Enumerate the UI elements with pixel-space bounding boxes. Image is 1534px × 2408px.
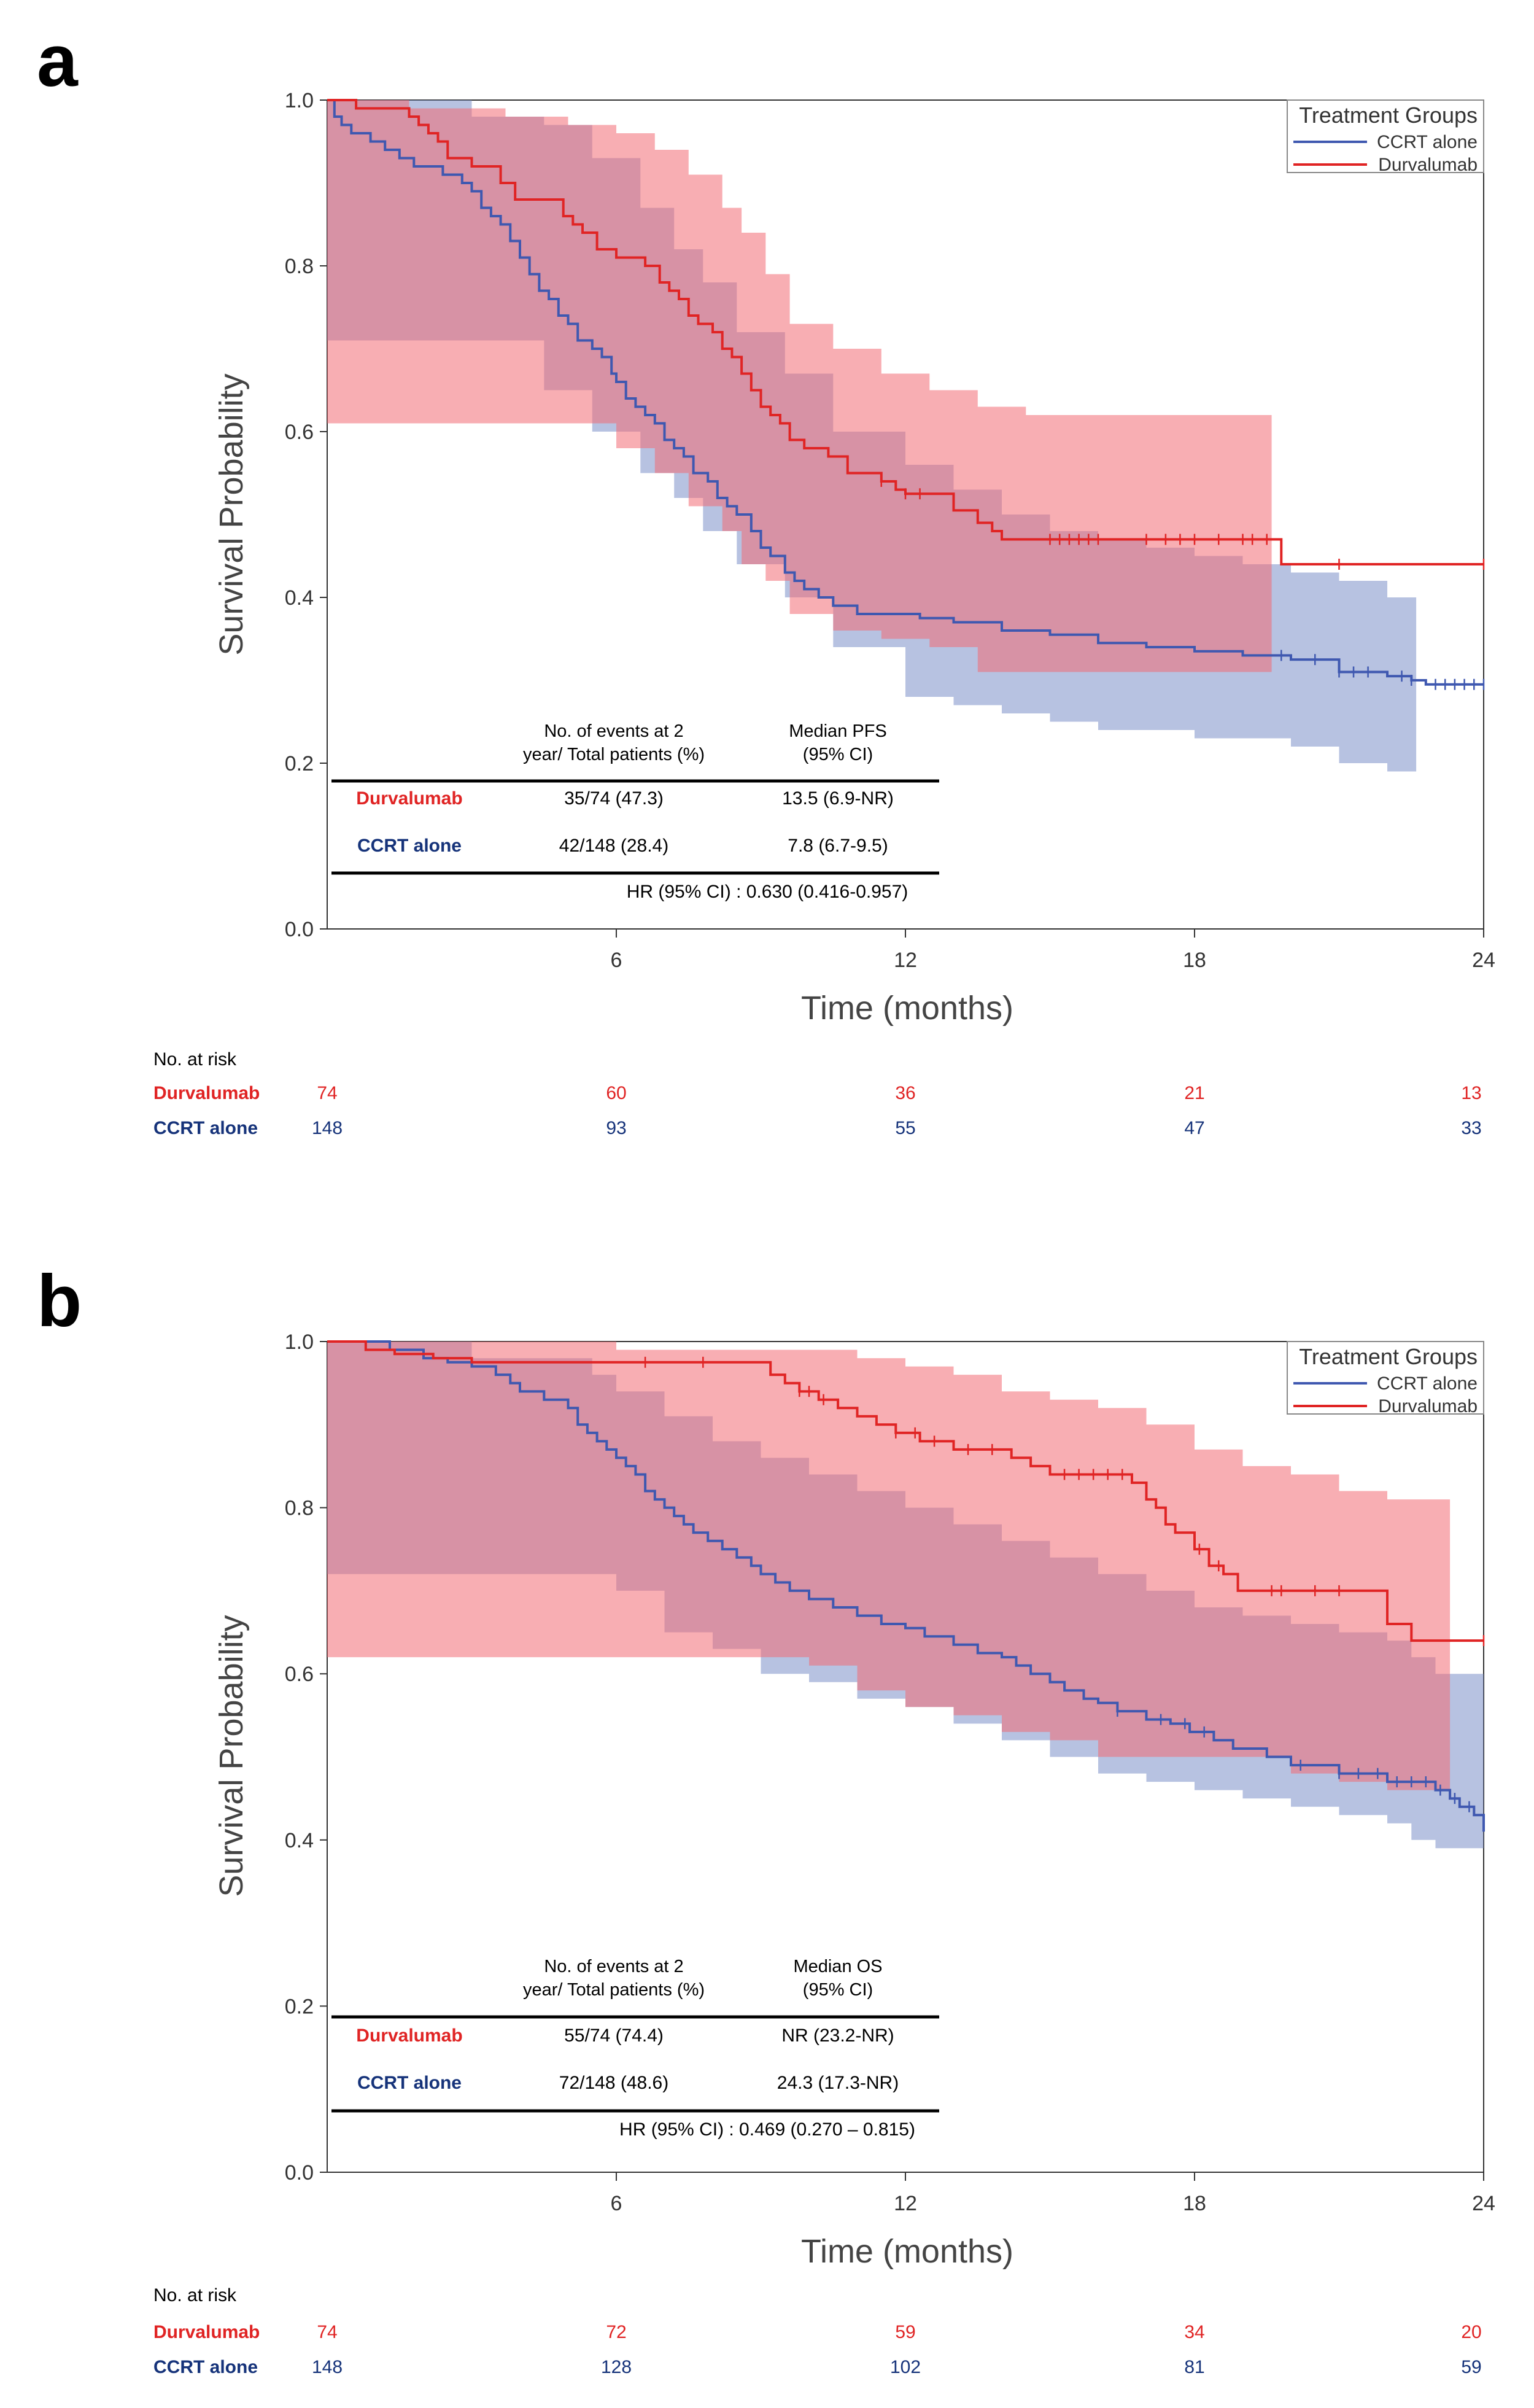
panel-b: b 0.0 0.2 0.4 0.6 0.8 1.0 6 12 18 24 Time (months) S… bbox=[37, 1260, 1495, 2377]
x-tick-label: 18 bbox=[1183, 2192, 1206, 2215]
y-tick-label: 1.0 bbox=[285, 89, 314, 112]
panel-label: b bbox=[37, 1260, 82, 1342]
legend-box bbox=[1287, 1341, 1484, 1415]
survival-curve-ccrt bbox=[327, 99, 1484, 686]
risk-count: 59 bbox=[895, 2322, 915, 2342]
table-row-group: CCRT alone bbox=[357, 836, 462, 856]
y-tick-label: 0.4 bbox=[285, 586, 314, 610]
y-tick-label: 0.0 bbox=[285, 918, 314, 941]
table-header-median: (95% CI) bbox=[803, 745, 873, 764]
risk-table: No. at risk Durvalumab 74 60 36 21 13 CCRT alon… bbox=[153, 1049, 1482, 1138]
legend-box bbox=[1287, 99, 1484, 173]
x-tick-label: 18 bbox=[1183, 949, 1206, 972]
risk-count: 55 bbox=[895, 1118, 915, 1138]
hazard-ratio: HR (95% CI) : 0.469 (0.270 – 0.815) bbox=[619, 2119, 915, 2140]
legend-entry-durvalumab: Durvalumab bbox=[1378, 1396, 1478, 1416]
table-row-median: 24.3 (17.3-NR) bbox=[777, 2073, 899, 2093]
table-header-events: No. of events at 2 bbox=[544, 1957, 683, 1976]
table-row-median: 13.5 (6.9-NR) bbox=[782, 788, 894, 809]
x-tick-label: 6 bbox=[611, 949, 622, 972]
survival-curve-durvalumab bbox=[327, 1340, 1484, 1642]
legend-title: Treatment Groups bbox=[1299, 1344, 1478, 1369]
table-row-events: 35/74 (47.3) bbox=[564, 788, 664, 809]
y-tick-label: 0.8 bbox=[285, 1497, 314, 1520]
risk-count: 34 bbox=[1184, 2322, 1204, 2342]
y-tick-label: 0.0 bbox=[285, 2161, 314, 2185]
risk-count: 72 bbox=[606, 2322, 626, 2342]
survival-curve-durvalumab bbox=[327, 99, 1484, 565]
table-row-median: NR (23.2-NR) bbox=[781, 2025, 894, 2046]
table-header-median: (95% CI) bbox=[803, 1980, 873, 2000]
x-axis-title: Time (months) bbox=[801, 2233, 1013, 2270]
y-tick-label: 0.4 bbox=[285, 1829, 314, 1852]
panel-label: a bbox=[37, 20, 79, 102]
table-header-events: year/ Total patients (%) bbox=[523, 745, 705, 764]
table-header-events: No. of events at 2 bbox=[544, 721, 683, 741]
table-header-median: Median OS bbox=[793, 1957, 882, 1976]
risk-count: 148 bbox=[312, 1118, 343, 1138]
table-row-events: 42/148 (28.4) bbox=[559, 836, 668, 856]
y-axis-title: Survival Probability bbox=[213, 1615, 250, 1897]
y-tick-label: 0.8 bbox=[285, 255, 314, 278]
risk-count: 20 bbox=[1461, 2322, 1481, 2342]
risk-count: 74 bbox=[317, 2322, 337, 2342]
risk-count: 74 bbox=[317, 1083, 337, 1103]
ci-band-durvalumab bbox=[327, 100, 1272, 672]
legend-entry-durvalumab: Durvalumab bbox=[1378, 155, 1478, 175]
risk-row-group: Durvalumab bbox=[153, 2322, 260, 2342]
x-tick-label: 24 bbox=[1472, 949, 1495, 972]
y-tick-label: 1.0 bbox=[285, 1330, 314, 1354]
table-header-events: year/ Total patients (%) bbox=[523, 1980, 705, 2000]
y-tick-label: 0.2 bbox=[285, 1995, 314, 2018]
legend-title: Treatment Groups bbox=[1299, 103, 1478, 128]
table-row-events: 72/148 (48.6) bbox=[559, 2073, 668, 2093]
table-row-events: 55/74 (74.4) bbox=[564, 2025, 664, 2046]
risk-count: 33 bbox=[1461, 1118, 1481, 1138]
x-tick-label: 6 bbox=[611, 2192, 622, 2215]
risk-count: 93 bbox=[606, 1118, 626, 1138]
table-row-group: Durvalumab bbox=[356, 2025, 462, 2046]
risk-row-group: CCRT alone bbox=[153, 2357, 258, 2377]
risk-count: 13 bbox=[1461, 1083, 1481, 1103]
y-tick-label: 0.2 bbox=[285, 752, 314, 775]
y-tick-label: 0.6 bbox=[285, 421, 314, 444]
risk-table: No. at risk Durvalumab 74 72 59 34 20 CCRT alon… bbox=[153, 2285, 1482, 2377]
summary-table: No. of events at 2 year/ Total patients (… bbox=[331, 721, 939, 902]
ci-band-durvalumab bbox=[327, 1342, 1451, 1790]
x-tick-label: 24 bbox=[1472, 2192, 1495, 2215]
risk-count: 81 bbox=[1184, 2357, 1204, 2377]
survival-curve-ccrt bbox=[327, 1340, 1485, 1832]
summary-table: No. of events at 2 year/ Total patients (… bbox=[331, 1957, 939, 2140]
y-axis-title: Survival Probability bbox=[213, 373, 250, 655]
risk-count: 60 bbox=[606, 1083, 626, 1103]
table-row-group: Durvalumab bbox=[356, 788, 462, 809]
table-row-group: CCRT alone bbox=[357, 2073, 462, 2093]
risk-count: 36 bbox=[895, 1083, 915, 1103]
risk-count: 102 bbox=[890, 2357, 921, 2377]
risk-count: 21 bbox=[1184, 1083, 1204, 1103]
risk-table-title: No. at risk bbox=[153, 2285, 237, 2305]
legend-entry-ccrt: CCRT alone bbox=[1377, 132, 1478, 152]
risk-count: 148 bbox=[312, 2357, 343, 2377]
x-tick-label: 12 bbox=[894, 2192, 917, 2215]
risk-table-title: No. at risk bbox=[153, 1049, 237, 1070]
risk-row-group: CCRT alone bbox=[153, 1118, 258, 1138]
table-header-median: Median PFS bbox=[789, 721, 887, 741]
hazard-ratio: HR (95% CI) : 0.630 (0.416-0.957) bbox=[627, 882, 908, 902]
risk-count: 128 bbox=[601, 2357, 632, 2377]
panel-a: a 0.0 0.2 0.4 0.6 0.8 1.0 6 12 18 24 Time (months) S… bbox=[37, 20, 1495, 1138]
x-axis-title: Time (months) bbox=[801, 990, 1013, 1027]
legend: Treatment Groups CCRT alone Durvalumab bbox=[1287, 99, 1484, 175]
legend-entry-ccrt: CCRT alone bbox=[1377, 1373, 1478, 1394]
y-tick-label: 0.6 bbox=[285, 1663, 314, 1686]
x-tick-label: 12 bbox=[894, 949, 917, 972]
risk-row-group: Durvalumab bbox=[153, 1083, 260, 1103]
risk-count: 59 bbox=[1461, 2357, 1481, 2377]
table-row-median: 7.8 (6.7-9.5) bbox=[788, 836, 888, 856]
risk-count: 47 bbox=[1184, 1118, 1204, 1138]
